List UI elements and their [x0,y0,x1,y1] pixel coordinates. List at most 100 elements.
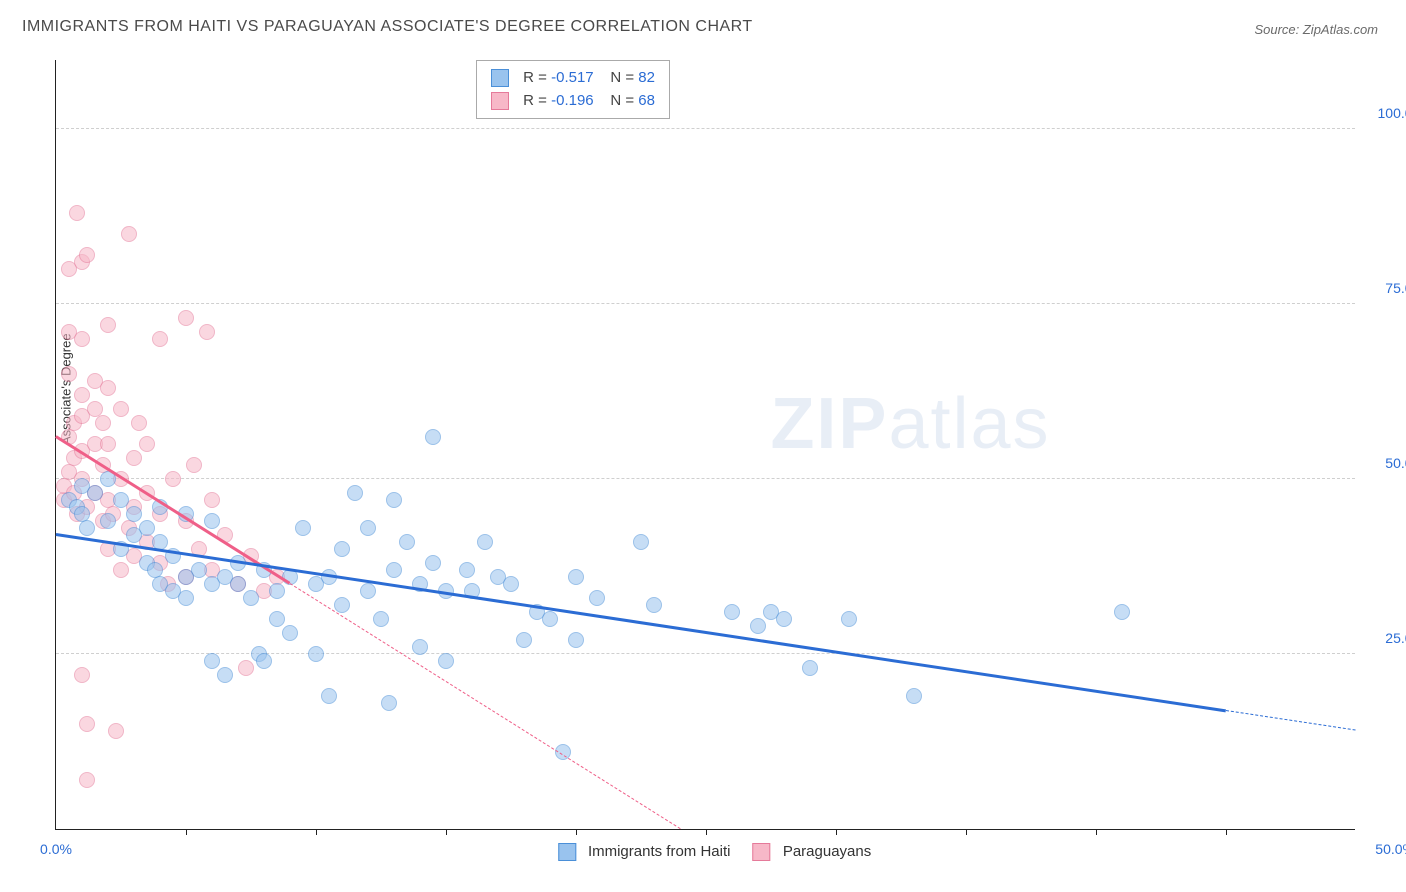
data-point-blue [230,576,246,592]
data-point-blue [126,506,142,522]
y-tick-label: 100.0% [1365,105,1406,121]
data-point-blue [1114,604,1130,620]
data-point-blue [360,583,376,599]
correlation-stats-box: R = -0.517 N = 82 R = -0.196 N = 68 [476,60,670,119]
data-point-pink [121,226,137,242]
data-point-blue [438,653,454,669]
source-label: Source: ZipAtlas.com [1254,22,1378,37]
data-point-blue [360,520,376,536]
gridline [56,128,1355,129]
data-point-blue [113,492,129,508]
data-point-blue [321,688,337,704]
data-point-pink [74,667,90,683]
data-point-blue [269,583,285,599]
x-minor-tick [446,829,447,835]
data-point-pink [152,331,168,347]
data-point-pink [69,205,85,221]
data-point-pink [61,366,77,382]
data-point-pink [139,436,155,452]
data-point-pink [204,492,220,508]
data-point-blue [776,611,792,627]
data-point-blue [750,618,766,634]
swatch-pink [491,92,509,110]
x-minor-tick [186,829,187,835]
data-point-blue [386,492,402,508]
data-point-blue [633,534,649,550]
data-point-pink [108,723,124,739]
data-point-pink [113,562,129,578]
data-point-blue [100,513,116,529]
data-point-blue [87,485,103,501]
data-point-blue [516,632,532,648]
data-point-blue [412,639,428,655]
x-minor-tick [706,829,707,835]
data-point-blue [542,611,558,627]
x-minor-tick [966,829,967,835]
data-point-pink [79,772,95,788]
data-point-pink [186,457,202,473]
data-point-blue [459,562,475,578]
data-point-pink [74,387,90,403]
x-tick-label: 0.0% [40,841,72,857]
data-point-blue [178,590,194,606]
data-point-pink [238,660,254,676]
x-minor-tick [576,829,577,835]
data-point-blue [204,513,220,529]
data-point-blue [646,597,662,613]
data-point-blue [568,569,584,585]
legend-swatch-blue [558,843,576,861]
x-minor-tick [836,829,837,835]
stats-row-pink: R = -0.196 N = 68 [491,90,655,113]
data-point-blue [243,590,259,606]
data-point-pink [79,716,95,732]
data-point-blue [477,534,493,550]
data-point-pink [113,401,129,417]
scatter-plot-area: ZIPatlas Associate's Degree R = -0.517 N… [55,60,1355,830]
data-point-blue [906,688,922,704]
x-minor-tick [316,829,317,835]
data-point-pink [178,310,194,326]
data-point-blue [802,660,818,676]
swatch-blue [491,69,509,87]
data-point-pink [95,415,111,431]
data-point-blue [568,632,584,648]
data-point-pink [74,331,90,347]
data-point-blue [217,667,233,683]
legend: Immigrants from Haiti Paraguayans [540,843,871,861]
data-point-blue [282,625,298,641]
data-point-blue [425,429,441,445]
watermark: ZIPatlas [770,383,1050,465]
data-point-blue [79,520,95,536]
data-point-blue [386,562,402,578]
data-point-blue [589,590,605,606]
data-point-blue [503,576,519,592]
legend-swatch-pink [753,843,771,861]
data-point-pink [79,247,95,263]
data-point-pink [126,450,142,466]
data-point-blue [256,653,272,669]
data-point-blue [191,562,207,578]
data-point-blue [425,555,441,571]
chart-title: IMMIGRANTS FROM HAITI VS PARAGUAYAN ASSO… [22,18,753,36]
trendline-blue-solid [56,533,1226,712]
data-point-blue [204,653,220,669]
data-point-blue [295,520,311,536]
data-point-pink [199,324,215,340]
data-point-pink [100,380,116,396]
data-point-pink [131,415,147,431]
data-point-pink [100,436,116,452]
data-point-blue [841,611,857,627]
gridline [56,303,1355,304]
data-point-blue [334,541,350,557]
y-tick-label: 50.0% [1365,455,1406,471]
x-minor-tick [1096,829,1097,835]
x-tick-label: 50.0% [1355,841,1406,857]
data-point-blue [399,534,415,550]
stats-row-blue: R = -0.517 N = 82 [491,67,655,90]
data-point-blue [334,597,350,613]
data-point-blue [381,695,397,711]
data-point-blue [724,604,740,620]
legend-label-pink: Paraguayans [783,843,871,860]
data-point-pink [165,471,181,487]
data-point-blue [139,520,155,536]
